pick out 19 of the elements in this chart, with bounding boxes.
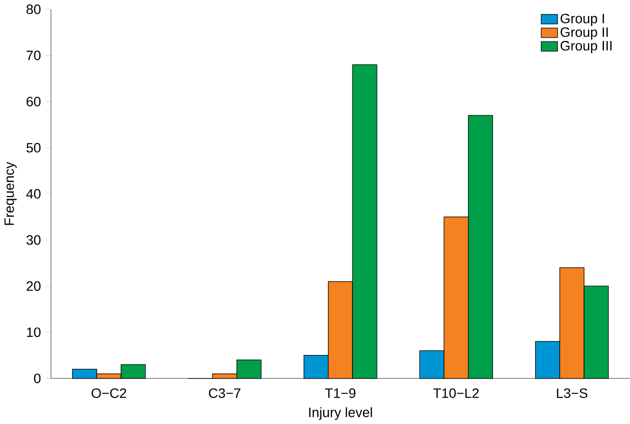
x-tick-label: L3−S: [556, 388, 588, 398]
legend-label: Group III: [560, 40, 612, 54]
y-tick-label: 20: [26, 281, 41, 291]
y-axis-title: Frequency: [4, 162, 17, 225]
x-tick-label: T10−L2: [433, 388, 479, 398]
y-tick-label: 30: [26, 234, 41, 245]
legend-label: Group I: [560, 14, 604, 26]
y-tick-label: 50: [26, 142, 41, 152]
legend-label: Group II: [560, 27, 608, 40]
x-tick-label: O−C2: [92, 388, 126, 398]
y-tick-label: 70: [26, 50, 41, 60]
x-tick-label: C3−7: [208, 388, 240, 398]
y-tick-label: 0: [34, 373, 41, 383]
x-axis-title: Injury level: [309, 407, 372, 420]
y-tick-label: 10: [26, 327, 41, 337]
y-tick-label: 40: [26, 188, 41, 198]
y-tick-label: 60: [26, 96, 41, 106]
x-tick-label: T1−9: [325, 388, 356, 398]
y-tick-label: 80: [26, 4, 41, 14]
